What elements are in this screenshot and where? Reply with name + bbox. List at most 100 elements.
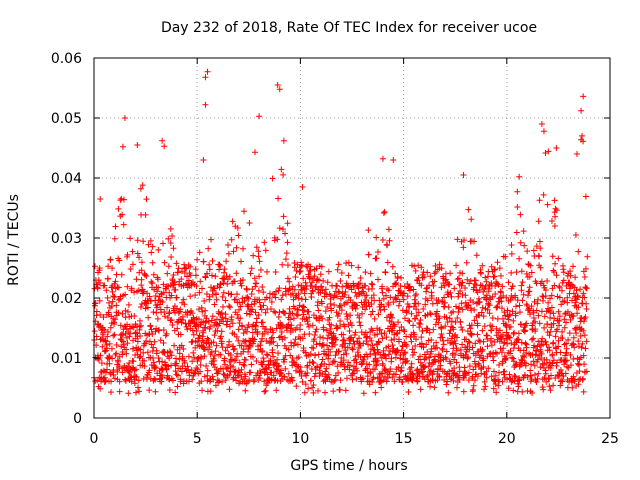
- data-point-marker: [198, 378, 205, 385]
- x-tick-label: 10: [291, 431, 309, 447]
- data-point-marker: [359, 310, 366, 317]
- data-point-marker: [133, 373, 140, 380]
- data-point-marker: [438, 265, 445, 272]
- data-point-marker: [252, 283, 259, 290]
- data-point-marker: [432, 262, 439, 269]
- data-point-marker: [256, 258, 263, 265]
- data-point-marker: [519, 352, 526, 359]
- data-point-marker: [278, 321, 285, 328]
- data-point-marker: [494, 303, 501, 310]
- data-point-marker: [422, 355, 429, 362]
- data-point-marker: [136, 254, 143, 261]
- data-point-marker: [579, 340, 586, 347]
- data-point-marker: [304, 370, 311, 377]
- data-point-marker: [551, 268, 558, 275]
- data-point-marker: [459, 306, 466, 313]
- data-point-marker: [147, 323, 154, 330]
- data-point-marker: [505, 316, 512, 323]
- data-point-marker: [552, 260, 559, 267]
- data-point-marker: [557, 382, 564, 389]
- data-point-marker: [481, 386, 488, 393]
- data-point-marker: [512, 310, 519, 317]
- data-point-marker: [459, 327, 466, 334]
- data-point-marker: [548, 292, 555, 299]
- data-point-marker: [188, 367, 195, 374]
- data-point-marker: [163, 330, 170, 337]
- data-point-marker: [570, 263, 577, 270]
- data-point-marker: [410, 286, 417, 293]
- data-point-marker: [226, 386, 233, 393]
- data-point-marker: [389, 342, 396, 349]
- data-point-marker: [390, 299, 397, 306]
- data-point-marker: [458, 282, 465, 289]
- data-point-marker: [276, 309, 283, 316]
- data-point-marker: [289, 310, 296, 317]
- data-point-marker: [456, 305, 463, 312]
- data-point-marker: [159, 358, 166, 365]
- data-point-marker: [536, 238, 543, 245]
- data-point-marker: [567, 272, 574, 279]
- data-point-marker: [94, 285, 101, 292]
- data-point-marker: [178, 342, 185, 349]
- data-point-marker: [374, 346, 381, 353]
- data-point-marker: [533, 307, 540, 314]
- data-point-marker: [371, 315, 378, 322]
- data-point-marker: [527, 311, 534, 318]
- data-point-marker: [131, 289, 138, 296]
- data-point-marker: [556, 283, 563, 290]
- data-point-marker: [387, 365, 394, 372]
- data-point-marker: [434, 308, 441, 315]
- data-point-marker: [170, 245, 177, 252]
- data-point-marker: [224, 280, 231, 287]
- data-point-marker: [278, 329, 285, 336]
- data-point-marker: [289, 283, 296, 290]
- data-point-marker: [436, 261, 443, 268]
- data-point-marker: [138, 267, 145, 274]
- data-point-marker: [223, 258, 230, 265]
- data-point-marker: [226, 323, 233, 330]
- data-point-marker: [480, 357, 487, 364]
- data-point-marker: [401, 315, 408, 322]
- data-point-marker: [534, 300, 541, 307]
- data-point-marker: [452, 340, 459, 347]
- data-point-marker: [530, 335, 537, 342]
- data-point-marker: [548, 217, 555, 224]
- data-point-marker: [202, 324, 209, 331]
- data-point-marker: [581, 294, 588, 301]
- data-point-marker: [338, 269, 345, 276]
- data-point-marker: [107, 369, 114, 376]
- data-point-marker: [452, 303, 459, 310]
- data-point-marker: [583, 368, 590, 375]
- data-point-marker: [187, 263, 194, 270]
- data-point-marker: [563, 345, 570, 352]
- data-point-marker: [205, 245, 212, 252]
- data-point-marker: [573, 330, 580, 337]
- data-point-marker: [573, 287, 580, 294]
- data-point-marker: [510, 355, 517, 362]
- data-point-marker: [367, 270, 374, 277]
- data-point-marker: [488, 373, 495, 380]
- data-point-marker: [144, 290, 151, 297]
- data-point-marker: [322, 389, 329, 396]
- data-point-marker: [497, 272, 504, 279]
- data-point-marker: [317, 313, 324, 320]
- data-point-marker: [529, 336, 536, 343]
- data-point-marker: [208, 317, 215, 324]
- data-point-marker: [408, 310, 415, 317]
- data-point-marker: [508, 241, 515, 248]
- data-point-marker: [378, 330, 385, 337]
- data-point-marker: [369, 342, 376, 349]
- data-point-marker: [529, 390, 536, 397]
- data-point-marker: [217, 281, 224, 288]
- data-point-marker: [106, 360, 113, 367]
- data-point-marker: [522, 340, 529, 347]
- data-point-marker: [548, 304, 555, 311]
- data-point-marker: [172, 368, 179, 375]
- data-point-marker: [271, 308, 278, 315]
- data-point-marker: [456, 376, 463, 383]
- data-point-marker: [207, 388, 214, 395]
- data-point-marker: [295, 306, 302, 313]
- data-point-marker: [483, 278, 490, 285]
- data-point-marker: [470, 299, 477, 306]
- data-point-marker: [161, 143, 168, 150]
